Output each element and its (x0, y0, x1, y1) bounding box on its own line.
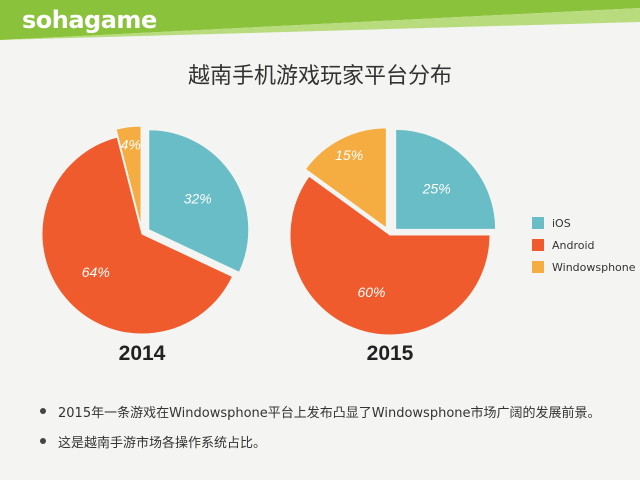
legend-label-ios: iOS (552, 216, 571, 230)
chart-title: 越南手机游戏玩家平台分布 (187, 64, 452, 89)
sohagame-logo: sohagame (22, 6, 157, 34)
legend: iOS Android Windowsphone (532, 212, 636, 278)
year-label-2015: 2015 (366, 342, 414, 365)
pie-slice-2014-ios (148, 129, 250, 273)
legend-label-windowsphone: Windowsphone (552, 260, 636, 274)
pie-label-2014-windowsphone: 4% (121, 137, 141, 153)
bullet-item: 这是越南手游市场各操作系统占比。 (40, 430, 630, 452)
header-bar (0, 0, 640, 40)
pie-slice-2014-windowsphone (115, 125, 142, 227)
bullet-dot (40, 438, 46, 444)
legend-label-android: Android (552, 238, 595, 252)
pie-slice-2014-android (41, 136, 234, 335)
bullet-list: 2015年一条游戏在Windowsphone平台上发布凸显了Windowspho… (40, 400, 630, 460)
bullet-item: 2015年一条游戏在Windowsphone平台上发布凸显了Windowspho… (40, 400, 630, 422)
pie-charts: 32% 64% 4% 25% 60% 15% (41, 125, 497, 336)
bullet-text-2: 这是越南手游市场各操作系统占比。 (58, 435, 267, 451)
pie-label-2015-windowsphone: 15% (335, 147, 363, 163)
year-label-2014: 2014 (118, 342, 166, 365)
pie-label-2015-ios: 25% (422, 180, 451, 196)
pie-slice-2015-android (289, 175, 491, 336)
pie-slice-2015-windowsphone (304, 127, 387, 229)
legend-swatch-ios (532, 217, 544, 229)
pie-label-2015-android: 60% (357, 284, 385, 300)
legend-item-windowsphone: Windowsphone (532, 256, 636, 278)
bullet-dot (40, 408, 46, 414)
pie-label-2014-ios: 32% (184, 191, 212, 207)
legend-swatch-windowsphone (532, 261, 544, 273)
legend-item-android: Android (532, 234, 636, 256)
bullet-text-1: 2015年一条游戏在Windowsphone平台上发布凸显了Windowspho… (58, 405, 601, 421)
pie-slice-2015-ios (395, 128, 497, 230)
legend-swatch-android (532, 239, 544, 251)
pie-label-2014-android: 64% (82, 264, 110, 280)
legend-item-ios: iOS (532, 212, 636, 234)
